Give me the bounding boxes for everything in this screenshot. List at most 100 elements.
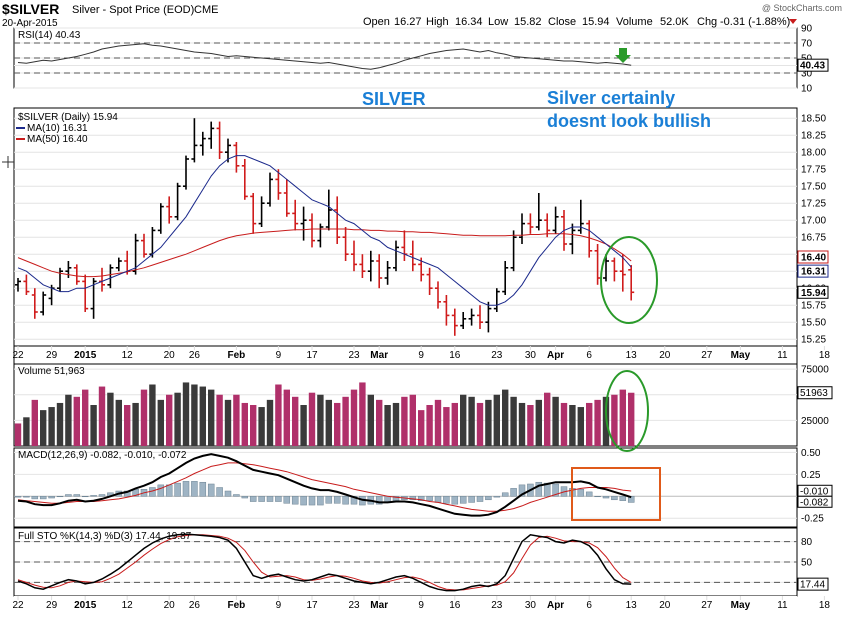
time-axis-label: 23 [348,600,360,611]
volume-bar [628,392,635,446]
volume-bar [535,399,542,446]
volume-bar [132,402,139,446]
macd-histogram-bar [510,488,517,497]
panels: 907050403010RSI(14) 40.4340.4318.5018.25… [13,24,833,630]
macd-histogram-bar [611,496,618,501]
time-axis-label: 6 [586,600,592,611]
macd-value-tag [797,495,833,508]
macd-histogram-bar [325,496,333,504]
volume-bar [73,396,80,446]
chg-label: Chg [697,16,717,28]
sto-d-line [17,534,632,591]
volume-bar [434,399,442,446]
volume-bar [401,396,408,446]
volume-bar [250,405,257,446]
high-label: High [426,16,449,28]
rsi-tick-label: 90 [801,24,813,35]
price-bar [435,281,441,309]
volume-bar [166,394,173,446]
price-bar [57,267,63,292]
volume-bar [560,402,568,446]
time-axis-label: 20 [659,350,671,361]
price-bar [107,264,114,289]
macd-histogram-bar [333,496,341,504]
price-bar [451,308,458,336]
price-tick-label: 17.75 [801,165,826,176]
macd-histogram-bar [417,496,425,501]
macd-histogram-bar [468,496,475,503]
volume-bar [115,399,122,446]
time-axis-label: May [731,600,751,611]
time-axis-label: 23 [491,600,503,611]
volume-label: Volume [616,16,653,28]
macd-histogram-bar [426,496,433,501]
macd-histogram-bar [224,490,232,497]
price-bar [199,131,206,156]
time-axis-label: Feb [228,600,246,611]
macd-histogram-bar [39,496,47,500]
price-bar [586,220,593,258]
price-bar [426,267,433,295]
macd-line [17,453,632,517]
price-bar [367,250,374,282]
volume-bar [418,410,425,446]
time-axis-label: 2015 [74,350,97,361]
price-bar [166,196,173,224]
volume-bar [409,394,416,446]
price-tick-label: 18.00 [801,148,826,159]
annotations: SILVER Silver certainly doesnt look bull… [362,48,711,521]
macd-histogram-bar [90,495,97,497]
price-bar [351,240,357,272]
price-legend: $SILVER (Daily) 15.94 [18,112,118,123]
price-tick-label: 18.50 [801,114,826,125]
rsi-legend: RSI(14) 40.43 [18,30,81,41]
price-bar [225,138,231,163]
price-bar [258,196,265,227]
volume-legend: Volume 51,963 [18,366,85,377]
symbol: $SILVER [2,1,59,17]
volume-bar [182,382,190,446]
time-axis-label: May [731,350,751,361]
macd-histogram-bar [308,496,316,506]
price-bar [384,261,391,285]
price-bar [527,213,534,234]
time-axis-label: 20 [164,600,176,611]
sto-current-tag [797,577,829,591]
macd-histogram-bar [577,489,585,497]
price-bar [611,257,618,282]
volume-bar [342,396,349,446]
price-bar [174,182,181,221]
time-axis-label: 30 [525,600,537,611]
volume-bar [577,407,584,446]
volume-bar [544,392,551,446]
price-bar [603,254,609,282]
time-axis-bottom: 22 29 2015 12 20 26 Feb 9 17 23 Mar 9 16 23 30 Apr 6 13 20… [12,596,830,611]
price-bar [283,179,290,217]
chg-value: -0.31 (-1.88%) [720,16,790,28]
time-axis-label: 18 [819,350,831,361]
close-label: Close [548,16,576,28]
time-axis-top: 22 29 2015 12 20 26 Feb 9 17 23 Mar 9 16 23 30 Apr 6 13 20… [12,346,830,361]
volume-bar [569,405,576,446]
time-axis-label: 18 [819,600,831,611]
price-bar [73,264,80,285]
low-value: 15.82 [514,16,542,28]
volume-bar [224,399,232,446]
price-bar [233,142,240,173]
volume-bar [426,405,433,446]
volume-bar [140,389,148,446]
volume-bar [317,394,324,446]
price-bar [241,159,248,200]
macd-histogram-bar [409,496,417,501]
volume-bar [191,384,198,446]
ma50-legend: MA(50) 16.40 [27,134,88,145]
time-axis-label: 22 [12,350,24,361]
chart-header: $SILVER Silver - Spot Price (EOD) CME 20… [2,1,842,29]
macd-histogram-bar [485,496,492,501]
volume-bar [98,386,106,446]
volume-bar [40,410,47,446]
volume-bar [65,394,72,446]
macd-histogram-bar [249,496,257,502]
time-axis-label: 12 [122,350,134,361]
price-bar [577,199,584,234]
